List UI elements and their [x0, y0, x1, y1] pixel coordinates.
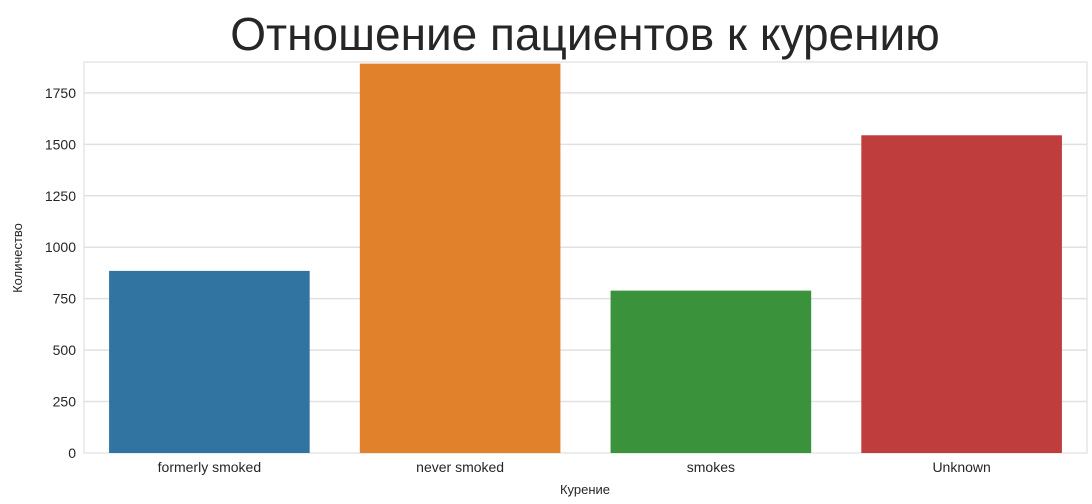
y-tick-label-0: 0: [68, 445, 76, 461]
y-axis-label: Количество: [10, 223, 25, 293]
bar-formerly-smoked: [109, 271, 310, 453]
y-axis-ticks: 0 250 500 750 1000 1250 1500 1750: [45, 85, 76, 461]
y-tick-label-500: 500: [53, 342, 77, 358]
x-tick-label-smokes: smokes: [687, 459, 735, 475]
y-tick-label-1000: 1000: [45, 239, 76, 255]
x-tick-label-unknown: Unknown: [932, 459, 990, 475]
y-tick-label-1750: 1750: [45, 85, 76, 101]
y-tick-label-250: 250: [53, 394, 77, 410]
y-tick-label-1250: 1250: [45, 188, 76, 204]
x-axis-ticks: formerly smoked never smoked smokes Unknown: [158, 459, 991, 475]
y-tick-label-1500: 1500: [45, 136, 76, 152]
bar-unknown: [861, 135, 1062, 453]
x-tick-label-formerly-smoked: formerly smoked: [158, 459, 261, 475]
x-axis-label: Курение: [560, 482, 610, 497]
bar-smokes: [611, 291, 812, 453]
bar-never-smoked: [360, 64, 561, 453]
y-tick-label-750: 750: [53, 291, 77, 307]
x-tick-label-never-smoked: never smoked: [416, 459, 504, 475]
chart-title: Отношение пациентов к курению: [230, 8, 939, 60]
